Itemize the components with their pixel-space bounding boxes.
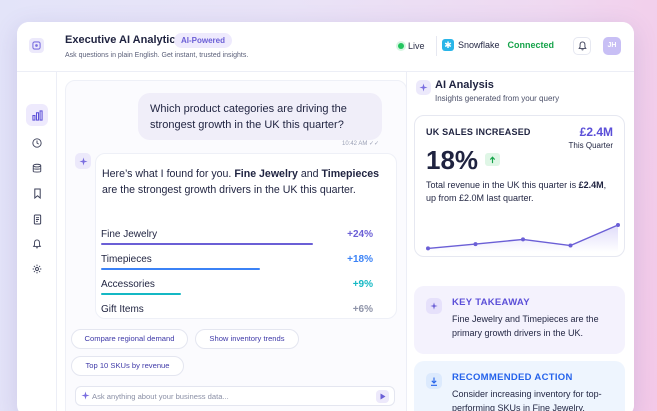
message-timestamp: 10:42 AM ✓✓ <box>342 140 379 147</box>
kpi-desc-amount: £2.4M <box>578 180 604 190</box>
read-check-icon: ✓✓ <box>369 141 380 147</box>
app-window: Executive AI Analytics AI-Powered Ask qu… <box>17 22 634 411</box>
sidebar-item-alerts[interactable] <box>26 233 48 255</box>
suggestion-compare-regional-demand[interactable]: Compare regional demand <box>71 329 188 349</box>
bell-icon <box>577 41 587 51</box>
app-subtitle: Ask questions in plain English. Get inst… <box>65 52 249 59</box>
category-name: Fine Jewelry <box>101 229 158 240</box>
sidebar-item-data[interactable] <box>26 157 48 179</box>
kpi-amount: £2.4M <box>579 125 613 139</box>
database-icon <box>32 163 42 172</box>
ai-sparkle-icon <box>416 80 431 95</box>
sidebar-item-analytics[interactable] <box>26 104 48 126</box>
category-growth-value: +18% <box>347 254 373 265</box>
kpi-desc-suffix: , up from £2.0M last quarter. <box>426 180 607 203</box>
kpi-description: Total revenue in the UK this quarter is … <box>426 179 616 205</box>
chat-panel: Which product categories are driving the… <box>65 80 407 411</box>
category-growth-value: +6% <box>352 304 373 315</box>
snowflake-icon: ✱ <box>442 39 454 51</box>
ai-sparkle-icon <box>75 153 91 169</box>
sparkle-icon <box>81 391 90 400</box>
live-status: Live <box>398 41 425 51</box>
category-row: Fine Jewelry +24% <box>101 229 373 247</box>
bookmark-icon <box>33 188 41 199</box>
send-arrow-icon <box>380 393 385 400</box>
timestamp-text: 10:42 AM <box>342 141 368 147</box>
category-name: Gift Items <box>101 304 144 315</box>
sidebar-item-settings[interactable] <box>26 258 48 280</box>
ai-and-text: and <box>300 168 319 180</box>
category-growth-bar <box>101 293 181 295</box>
category-growth-bar <box>101 268 260 270</box>
suggestion-show-inventory-trends[interactable]: Show inventory trends <box>195 329 299 349</box>
key-takeaway-card: KEY TAKEAWAY Fine Jewelry and Timepieces… <box>414 286 625 354</box>
notifications-button[interactable] <box>573 37 591 55</box>
kpi-label: UK SALES INCREASED <box>426 127 531 137</box>
key-takeaway-text: Fine Jewelry and Timepieces are the prim… <box>452 314 599 338</box>
category-row: Accessories +9% <box>101 279 373 297</box>
clock-icon <box>32 138 42 148</box>
ai-analysis-panel: AI Analysis Insights generated from your… <box>406 72 634 411</box>
top-header: Executive AI Analytics AI-Powered Ask qu… <box>17 22 634 72</box>
category-growth-value: +9% <box>352 279 373 290</box>
ai-highlight-fine-jewelry: Fine Jewelry <box>234 168 298 180</box>
bar-chart-icon <box>31 109 43 121</box>
recommended-action-card: RECOMMENDED ACTION Consider increasing i… <box>414 361 625 411</box>
category-growth-bar <box>101 243 313 245</box>
category-growth-value: +24% <box>347 229 373 240</box>
chat-input[interactable] <box>92 389 352 404</box>
category-name: Accessories <box>101 279 155 290</box>
recommended-action-title: RECOMMENDED ACTION <box>452 372 573 383</box>
sidebar-item-saved[interactable] <box>26 182 48 204</box>
trend-up-icon <box>485 153 500 166</box>
app-title: Executive AI Analytics <box>65 34 182 46</box>
user-avatar[interactable]: JH <box>603 37 621 55</box>
ai-intro-text: Here’s what I found for you. <box>102 168 232 180</box>
sparkline-point <box>426 246 430 251</box>
key-takeaway-title: KEY TAKEAWAY <box>452 297 530 308</box>
sparkline-point <box>473 242 478 247</box>
category-name: Timepieces <box>101 254 152 265</box>
header-divider <box>436 36 437 56</box>
document-icon <box>33 214 41 224</box>
ai-highlight-timepieces: Timepieces <box>321 168 380 180</box>
ai-response-text: Here’s what I found for you. Fine Jewelr… <box>102 166 386 198</box>
live-dot-icon <box>398 43 404 49</box>
sales-trend-sparkline <box>426 223 620 252</box>
gear-icon <box>32 264 42 274</box>
bell-icon <box>32 239 42 249</box>
integration-name: Snowflake <box>458 40 500 50</box>
sidebar-item-history[interactable] <box>26 132 48 154</box>
sparkline-point <box>521 237 525 242</box>
ai-response-card: Here’s what I found for you. Fine Jewelr… <box>95 153 397 319</box>
sidebar <box>17 72 57 411</box>
kpi-card-uk-sales: UK SALES INCREASED £2.4M This Quarter 18… <box>414 115 625 257</box>
category-row: Gift Items +6% <box>101 304 373 319</box>
kpi-period: This Quarter <box>568 141 613 150</box>
sparkle-icon <box>426 298 442 314</box>
analysis-title: AI Analysis <box>435 79 494 91</box>
chat-input-box <box>75 386 395 406</box>
download-icon <box>426 373 442 389</box>
snowflake-connection[interactable]: ✱ Snowflake Connected <box>442 39 554 51</box>
user-message-bubble: Which product categories are driving the… <box>138 93 382 140</box>
category-growth-bar <box>101 318 154 319</box>
category-row: Timepieces +18% <box>101 254 373 272</box>
sparkline-point <box>616 223 620 227</box>
sparkline-point <box>568 243 573 248</box>
sidebar-item-reports[interactable] <box>26 208 48 230</box>
suggestion-top-10-skus[interactable]: Top 10 SKUs by revenue <box>71 356 184 376</box>
ai-powered-badge: AI-Powered <box>174 33 233 48</box>
app-logo-icon <box>29 38 44 53</box>
connection-status: Connected <box>507 40 555 50</box>
send-button[interactable] <box>376 390 389 403</box>
kpi-desc-prefix: Total revenue in the UK this quarter is <box>426 180 577 190</box>
live-label: Live <box>408 41 425 51</box>
kpi-percent: 18% <box>426 145 479 175</box>
analysis-subtitle: Insights generated from your query <box>435 94 560 103</box>
ai-rest-text: are the strongest growth drivers in the … <box>102 184 356 196</box>
recommended-action-text: Consider increasing inventory for top-pe… <box>452 389 602 411</box>
